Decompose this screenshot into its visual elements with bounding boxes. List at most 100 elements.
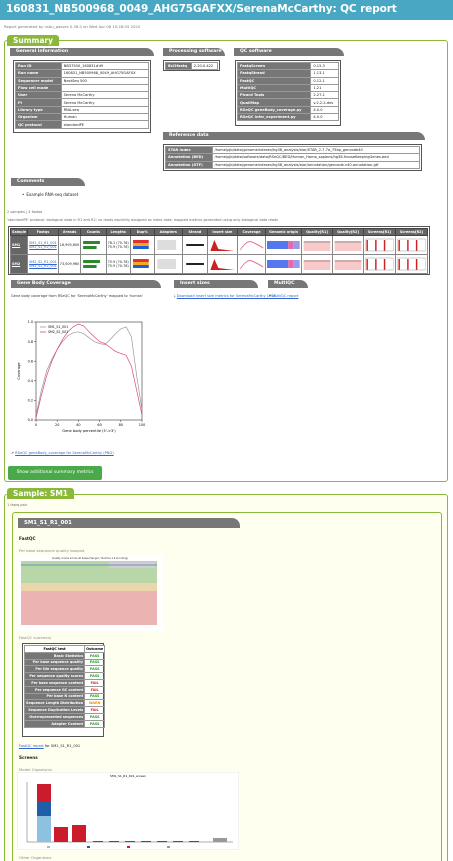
processing-header: Processing software [163,48,225,56]
fastqc-test[interactable]: Sequence Length Distribution [23,699,86,708]
kv-row: Annotation (BED)/home/pjb/data/software/… [165,153,421,162]
column-header[interactable]: #reads [57,228,82,236]
multiqc-link[interactable]: MultiQC report [272,294,299,298]
x-tick-label: 80 [119,423,123,427]
column-header[interactable]: Counts [80,228,107,236]
qual1-mini[interactable] [300,235,333,255]
mini-plot [334,240,362,251]
column-header[interactable]: Insert size [206,228,238,236]
fastqc-outcome: PASS [84,672,106,680]
mini-plot [186,262,204,265]
column-header[interactable]: Coverage [236,228,267,236]
mini-plot [132,258,149,268]
fastqc-report-link[interactable]: FastQC report [19,744,44,748]
column-header[interactable]: Lengths [105,228,131,236]
fastqc-test[interactable]: Per base sequence content [23,678,86,687]
coverage-mini[interactable] [236,254,267,274]
multiqc-link-row[interactable]: ↗ MultiQC report [268,294,298,298]
fastqc-test[interactable]: Sequence Duplication Levels [23,706,86,714]
genebody-link[interactable]: RSeQC geneBody_coverage for SerenaMcCart… [15,451,114,455]
column-header[interactable]: Screens[R1] [363,228,396,236]
adapters-mini[interactable] [153,254,183,274]
adapters-mini[interactable] [153,235,183,255]
fastqc-test[interactable]: Basic Statistics [23,651,86,660]
column-header[interactable]: Genomic origin [265,228,302,236]
kv-key: Run ID [15,61,62,71]
fastqc-test[interactable]: Per base sequence quality [23,658,86,667]
column-header[interactable]: Sample [9,228,29,236]
kv-key: Organism [15,113,62,122]
strand-mini[interactable] [181,235,208,255]
fastqc-report-row[interactable]: FastQC report for SM1_S1_R1_001 [19,744,80,748]
mini-plot [239,259,264,269]
kv-row: MultiQC 1.21 [236,83,339,93]
strand-mini[interactable] [181,254,208,274]
insert-mini[interactable] [206,235,238,255]
qual2-mini[interactable] [331,254,365,274]
dup-mini[interactable] [129,254,155,274]
insert-sizes-link[interactable]: Download insert size metrics for SerenaM… [176,294,277,298]
fastq-link[interactable]: SM2_S2_R1_001 [29,260,57,264]
genomic-mini[interactable] [265,254,302,274]
column-header[interactable]: Adapters [153,228,183,236]
screen1-mini[interactable] [363,235,396,255]
dup-mini[interactable] [129,235,155,255]
series-line-SM2_S2_001 [35,323,143,419]
screen1-mini[interactable] [363,254,396,274]
bar-trace [109,841,119,842]
fastqc-outcome: PASS [84,665,106,674]
fastqc-test[interactable]: Overrepresented sequences [23,712,86,721]
insert-sizes-link-row[interactable]: ⤓ Download insert size metrics for Seren… [174,294,276,298]
counts-mini[interactable] [80,235,107,255]
genomic-mini[interactable] [265,235,302,255]
screens-label: Screens [19,755,38,760]
bar-trace [173,841,183,842]
fastqc-outcome: WARN [84,699,106,708]
coverage-mini[interactable] [236,235,267,255]
fastqc-test[interactable]: Per base N content [23,692,86,701]
genebody-header: Gene Body Coverage [11,280,161,288]
column-header[interactable]: Dup% [129,228,155,236]
y-tick-label: 0.4 [28,379,33,383]
kv-value: /home/pjb/data/genomeindexes/hg38_analys… [211,160,421,169]
sample-link[interactable]: SM1 [12,243,21,247]
column-header[interactable]: Quality[R2] [331,228,365,236]
kv-value: RNA-seq [60,105,150,115]
fastqc-test[interactable]: Per sequence GC content [23,685,86,694]
insert-mini[interactable] [206,254,238,274]
kv-key: QC protocol [15,120,62,129]
kv-value: 1.21 [310,83,339,93]
sample-link[interactable]: SM2 [12,262,21,266]
general-info-header: General information [10,48,154,56]
sample-name[interactable]: SM1 [9,235,29,255]
fastq-link[interactable]: SM2_S2_R2_001 [29,264,57,268]
plot-area [35,321,143,421]
model-organisms-label: Model Organisms [19,767,52,772]
column-header[interactable]: Quality[R1] [300,228,333,236]
kv-key: MultiQC [236,83,312,93]
qual1-mini[interactable] [300,254,333,274]
kv-key: Annotation (BED) [165,153,213,162]
column-header[interactable]: Screens[R2] [394,228,429,236]
lengths-mini[interactable]: 75.9 (70-76) 75.9 (70-76) [105,254,131,274]
fastqc-outcome: FAIL [84,706,106,714]
screen2-mini[interactable] [394,235,429,255]
fastq-link[interactable]: SM1_S1_R2_001 [29,245,57,249]
screen2-mini[interactable] [394,254,429,274]
fastqc-test[interactable]: Per tile sequence quality [23,665,86,674]
counts-mini[interactable] [80,254,107,274]
genebody-link-row[interactable]: ↗ RSeQC geneBody_coverage for SerenaMcCa… [11,451,114,455]
show-more-metrics-button[interactable]: Show additional summary metrics [8,466,102,480]
summary-tab[interactable]: Summary [7,35,60,46]
fastqc-test[interactable]: Adapter Content [23,719,86,728]
sample-tab[interactable]: Sample: SM1 [7,488,74,499]
lengths-mini[interactable]: 76.1 (70-76) 75.9 (70-76) [105,235,131,255]
fastqc-test[interactable]: Per sequence quality scores [23,672,86,680]
sample-name[interactable]: SM2 [9,254,29,274]
kv-key: RSeQC geneBody_coverage.py [236,105,312,115]
qual2-mini[interactable] [331,235,365,255]
column-header[interactable]: Strand [181,228,208,236]
column-header[interactable]: Fastqs [27,228,59,236]
fastq-link[interactable]: SM1_S1_R1_001 [29,241,57,245]
mini-plot [365,257,394,270]
